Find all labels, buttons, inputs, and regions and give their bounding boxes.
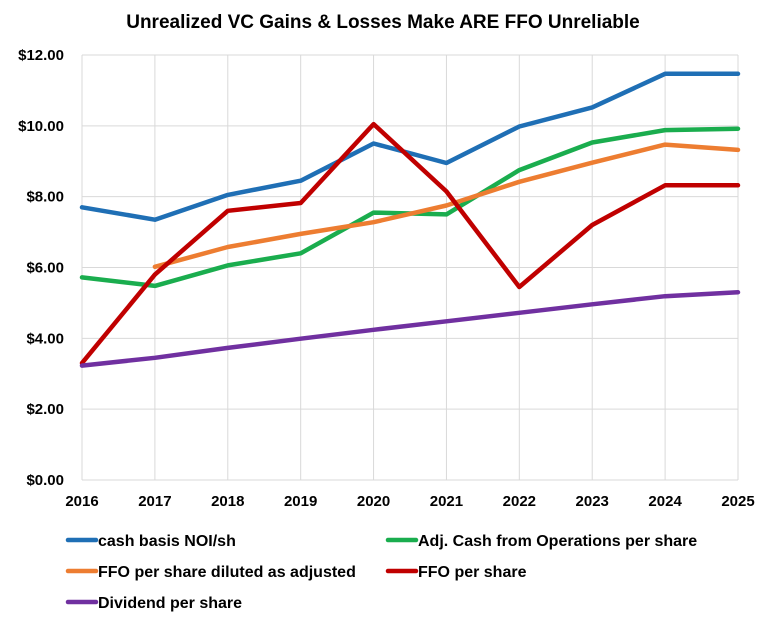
series-lines xyxy=(79,71,741,368)
x-tick-label: 2019 xyxy=(284,493,317,510)
x-tick-label: 2017 xyxy=(138,493,171,510)
series-line-5 xyxy=(79,290,741,368)
x-tick-label: 2022 xyxy=(503,493,536,510)
y-tick-label: $6.00 xyxy=(26,260,64,277)
x-tick-label: 2021 xyxy=(430,493,463,510)
legend-label: Adj. Cash from Operations per share xyxy=(418,533,697,550)
legend: cash basis NOI/sh Adj. Cash from Operatio… xyxy=(65,533,697,612)
y-tick-label: $10.00 xyxy=(18,118,64,135)
legend-label: FFO per share xyxy=(418,564,527,581)
y-tick-label: $2.00 xyxy=(26,401,64,418)
gridlines xyxy=(81,54,739,481)
x-tick-label: 2020 xyxy=(357,493,390,510)
x-tick-label: 2023 xyxy=(576,493,609,510)
x-tick-label: 2025 xyxy=(721,493,754,510)
series-line-3 xyxy=(152,142,741,270)
y-tick-label: $4.00 xyxy=(26,330,64,347)
x-tick-label: 2024 xyxy=(648,493,682,510)
chart-title: Unrealized VC Gains & Losses Make ARE FF… xyxy=(126,12,640,33)
x-tick-label: 2016 xyxy=(65,493,98,510)
x-tick-label: 2018 xyxy=(211,493,244,510)
y-tick-label: $0.00 xyxy=(26,472,64,489)
legend-label: cash basis NOI/sh xyxy=(98,533,236,550)
series-line-4 xyxy=(79,121,741,366)
series-line-1 xyxy=(79,71,741,222)
y-tick-label: $12.00 xyxy=(18,47,64,64)
x-axis-tick-labels: 2016 2017 2018 2019 2020 2021 2022 2023 2024 2025 xyxy=(65,493,754,510)
y-axis-tick-labels: $0.00 $2.00 $4.00 $6.00 $8.00 $10.00 $12.00 xyxy=(18,47,64,489)
legend-label: FFO per share diluted as adjusted xyxy=(98,564,356,581)
y-tick-label: $8.00 xyxy=(26,189,64,206)
legend-label: Dividend per share xyxy=(98,595,242,612)
